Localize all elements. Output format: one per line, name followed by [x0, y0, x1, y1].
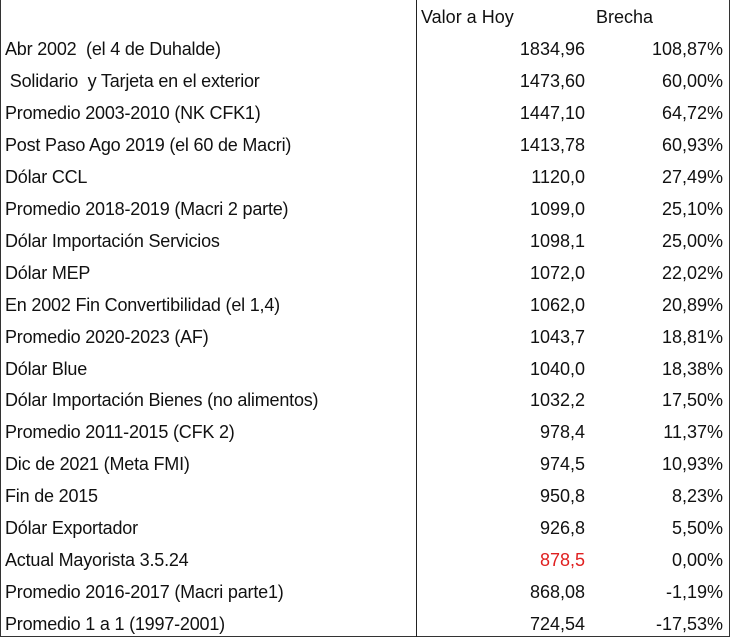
row-label: Dic de 2021 (Meta FMI): [5, 454, 190, 475]
row-brecha: 60,93%: [661, 134, 723, 155]
table-row: Dólar Blue 1040,0 18,38%: [0, 353, 730, 385]
row-label: Promedio 2020-2023 (AF): [5, 326, 209, 347]
row-valor: 1473,60: [519, 70, 585, 91]
row-label: Dólar Importación Bienes (no alimentos): [5, 390, 319, 411]
table-row: Dólar CCL 1120,0 27,49%: [0, 161, 730, 193]
row-valor: 1413,78: [519, 134, 585, 155]
table-row: Solidario y Tarjeta en el exterior 1473,6…: [0, 65, 730, 97]
row-brecha: 64,72%: [661, 102, 723, 123]
row-brecha: 22,02%: [661, 262, 723, 283]
row-brecha: 5,50%: [671, 518, 723, 539]
row-brecha: 0,00%: [671, 550, 723, 571]
table-row: Fin de 2015 950,8 8,23%: [0, 480, 730, 512]
table-row: Dólar Exportador 926,8 5,50%: [0, 512, 730, 544]
row-valor: 1834,96: [519, 39, 585, 59]
table-row: Promedio 2003-2010 (NK CFK1) 1447,10 64,72…: [0, 97, 730, 129]
table-row: Promedio 2020-2023 (AF) 1043,7 18,81%: [0, 321, 730, 353]
row-valor: 978,4: [539, 422, 585, 443]
row-valor: 974,5: [539, 454, 585, 475]
row-label: Dólar Blue: [5, 358, 88, 379]
row-brecha: 27,49%: [661, 166, 723, 187]
row-label: Fin de 2015: [5, 486, 98, 507]
table-row: Promedio 2011-2015 (CFK 2) 978,4 11,37%: [0, 416, 730, 448]
row-label: Post Paso Ago 2019 (el 60 de Macri): [5, 134, 292, 155]
row-brecha: -17,53%: [655, 614, 723, 635]
table-row: Dólar Importación Servicios 1098,1 25,00%: [0, 225, 730, 257]
row-label: Solidario y Tarjeta en el exterior: [5, 70, 260, 91]
row-valor: 1032,2: [529, 390, 585, 411]
table-row: Dic de 2021 (Meta FMI) 974,5 10,93%: [0, 448, 730, 480]
row-brecha: 60,00%: [661, 70, 723, 91]
row-label: Promedio 2016-2017 (Macri parte1): [5, 582, 284, 603]
row-label: Abr 2002 (el 4 de Duhalde): [5, 39, 221, 59]
row-brecha: 11,37%: [663, 422, 723, 443]
row-valor: 1043,7: [529, 326, 585, 347]
column-divider: [416, 0, 417, 637]
row-valor: 926,8: [539, 518, 585, 539]
row-brecha: 10,93%: [661, 454, 723, 475]
row-valor: 1098,1: [529, 230, 585, 251]
header-brecha: Brecha: [596, 7, 654, 27]
table-row: Promedio 2016-2017 (Macri parte1) 868,08 -…: [0, 576, 730, 608]
table-row: Promedio 1 a 1 (1997-2001) 724,54 -17,53%: [0, 608, 730, 640]
row-brecha: 8,23%: [671, 486, 723, 507]
header-valor-a-hoy: Valor a Hoy: [421, 7, 514, 27]
row-valor: 878,5: [539, 550, 585, 571]
row-label: Dólar MEP: [5, 262, 91, 283]
row-brecha: 25,10%: [661, 198, 723, 219]
table-row: En 2002 Fin Convertibilidad (el 1,4) 1062…: [0, 289, 730, 321]
row-label: Promedio 2003-2010 (NK CFK1): [5, 102, 261, 123]
row-label: En 2002 Fin Convertibilidad (el 1,4): [5, 294, 280, 315]
row-valor: 1099,0: [529, 198, 585, 219]
row-valor: 950,8: [539, 486, 585, 507]
table-row: Actual Mayorista 3.5.24 878,5 0,00%: [0, 544, 730, 576]
table-row: Post Paso Ago 2019 (el 60 de Macri) 1413,…: [0, 129, 730, 161]
row-label: Dólar CCL: [5, 166, 88, 187]
row-brecha: 17,50%: [661, 390, 723, 411]
row-valor: 1447,10: [519, 102, 585, 123]
row-label: Actual Mayorista 3.5.24: [5, 550, 189, 571]
table-row: Abr 2002 (el 4 de Duhalde) 1834,96 108,87%: [0, 33, 730, 65]
row-label: Promedio 2018-2019 (Macri 2 parte): [5, 198, 289, 219]
row-brecha: 18,38%: [661, 358, 723, 379]
row-valor: 1072,0: [529, 262, 585, 283]
row-label: Dólar Importación Servicios: [5, 230, 220, 251]
row-valor: 1062,0: [529, 294, 585, 315]
row-brecha: 20,89%: [661, 294, 723, 315]
row-valor: 1120,0: [531, 166, 585, 187]
table-row: Dólar Importación Bienes (no alimentos) 1…: [0, 384, 730, 416]
row-label: Dólar Exportador: [5, 518, 138, 539]
row-valor: 1040,0: [529, 358, 585, 379]
row-brecha: 18,81%: [661, 326, 723, 347]
row-brecha: 25,00%: [661, 230, 723, 251]
row-valor: 724,54: [529, 614, 585, 635]
row-label: Promedio 1 a 1 (1997-2001): [5, 614, 225, 635]
row-brecha: -1,19%: [665, 582, 723, 603]
table-row: Dólar MEP 1072,0 22,02%: [0, 257, 730, 289]
row-brecha: 108,87%: [651, 39, 723, 59]
row-label: Promedio 2011-2015 (CFK 2): [5, 422, 235, 443]
row-valor: 868,08: [529, 582, 585, 603]
table-row: Promedio 2018-2019 (Macri 2 parte) 1099,0…: [0, 193, 730, 225]
